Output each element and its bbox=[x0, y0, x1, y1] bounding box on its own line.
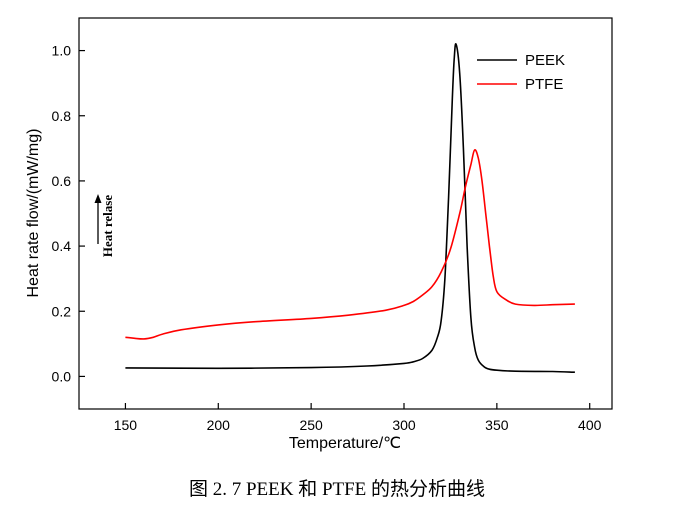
plot-frame bbox=[78, 17, 613, 410]
y-tick-label: 0.8 bbox=[52, 108, 72, 124]
heat-release-label: Heat relase bbox=[100, 195, 115, 257]
series-line-peek bbox=[125, 42, 575, 373]
y-axis-title: Heat rate flow/(mW/mg) bbox=[25, 129, 42, 298]
series-group bbox=[125, 42, 575, 373]
x-tick-label: 200 bbox=[207, 417, 231, 433]
figure-caption: 图 2. 7 PEEK 和 PTFE 的热分析曲线 bbox=[188, 479, 486, 500]
legend-label-peek: PEEK bbox=[525, 52, 565, 69]
x-tick-label: 350 bbox=[485, 417, 509, 433]
x-axis-ticks: 150 200 250 300 350 400 bbox=[114, 403, 602, 433]
y-axis-ticks: 0.0 0.2 0.4 0.6 0.8 1.0 bbox=[52, 43, 85, 384]
legend: PEEK PTFE bbox=[477, 52, 565, 93]
arrow-head-icon bbox=[94, 194, 102, 203]
thermal-analysis-chart: 0.0 0.2 0.4 0.6 0.8 1.0 150 200 250 300 350 400 Te… bbox=[25, 17, 613, 452]
y-tick-label: 0.4 bbox=[52, 238, 72, 254]
y-tick-label: 0.2 bbox=[52, 303, 72, 319]
x-tick-label: 400 bbox=[578, 417, 602, 433]
x-tick-label: 250 bbox=[299, 417, 323, 433]
y-tick-label: 0.0 bbox=[52, 368, 72, 384]
y-tick-label: 0.6 bbox=[52, 173, 72, 189]
series-line-ptfe bbox=[125, 149, 575, 340]
x-tick-label: 150 bbox=[114, 417, 138, 433]
x-tick-label: 300 bbox=[392, 417, 416, 433]
legend-label-ptfe: PTFE bbox=[525, 76, 563, 93]
x-axis-title: Temperature/℃ bbox=[289, 435, 401, 452]
heat-release-annotation: Heat relase bbox=[94, 194, 115, 257]
y-tick-label: 1.0 bbox=[52, 43, 72, 59]
